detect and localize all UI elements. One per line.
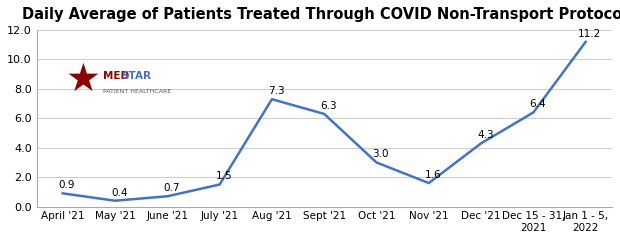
Text: 6.3: 6.3 [320,101,337,111]
Text: 0.7: 0.7 [163,183,180,193]
Text: 1.5: 1.5 [216,171,232,181]
Text: ★: ★ [65,60,100,98]
Text: 0.9: 0.9 [59,180,75,190]
Text: 7.3: 7.3 [268,86,285,96]
Text: 11.2: 11.2 [578,29,601,39]
Text: 3.0: 3.0 [373,149,389,159]
Text: 1.6: 1.6 [425,170,441,180]
Text: 0.4: 0.4 [111,188,128,198]
Text: PATIENT HEALTHCARE: PATIENT HEALTHCARE [103,89,171,94]
Text: 6.4: 6.4 [529,99,546,109]
Title: Daily Average of Patients Treated Through COVID Non-Transport Protocol: Daily Average of Patients Treated Throug… [22,7,620,22]
Text: MED: MED [103,71,129,81]
Text: 4.3: 4.3 [477,130,494,140]
Text: STAR: STAR [122,71,152,81]
